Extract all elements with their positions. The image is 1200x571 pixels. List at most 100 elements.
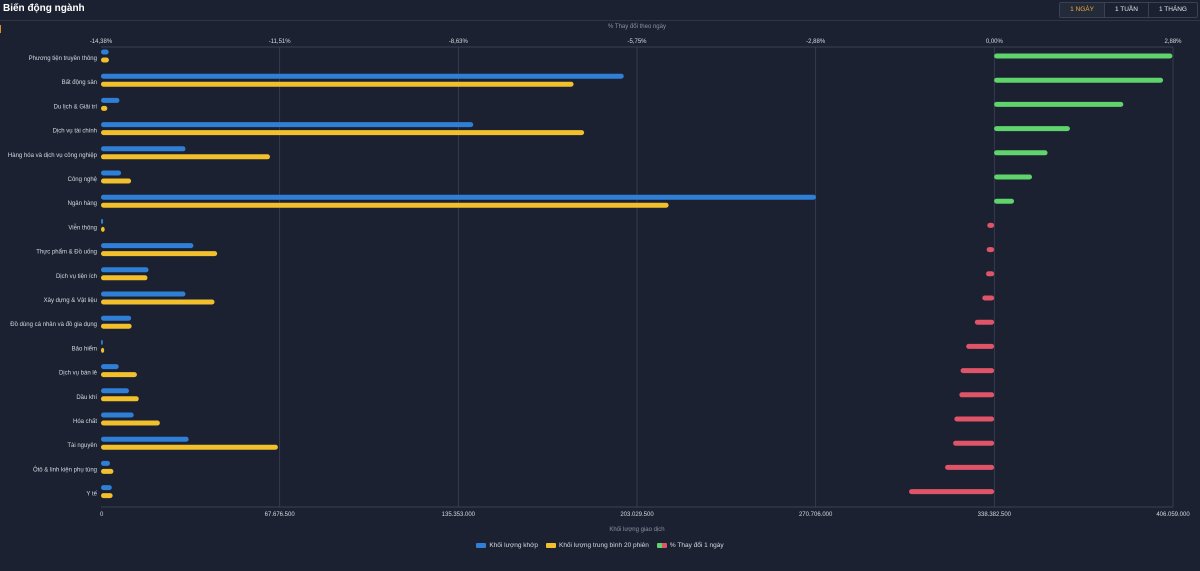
- bar-volume: [101, 49, 109, 55]
- tab-1-week[interactable]: 1 TUẦN: [1103, 3, 1148, 17]
- bar-avg20: [101, 275, 148, 281]
- chart-legend: Khối lượng khớp Khối lượng trung bình 20…: [0, 539, 1200, 551]
- bar-avg20: [101, 493, 113, 499]
- bar-change: [953, 440, 995, 446]
- bar-volume: [101, 436, 189, 442]
- legend-label-volume: Khối lượng khớp: [489, 541, 538, 549]
- top-tick-label: -14,38%: [90, 39, 113, 45]
- bottom-tick-label: 338.382.500: [978, 512, 1012, 518]
- bottom-tick-label: 67.676.500: [265, 512, 296, 518]
- bar-avg20: [101, 251, 218, 257]
- category-label: Hàng hóa và dịch vụ công nghiệp: [8, 153, 98, 159]
- bottom-tick-label: 0: [100, 512, 104, 518]
- bar-change: [974, 319, 995, 325]
- bar-change: [994, 198, 1015, 204]
- bar-change: [994, 174, 1033, 180]
- bar-avg20: [101, 444, 278, 450]
- category-label: Dịch vụ tài chính: [53, 129, 97, 135]
- category-label: Dầu khí: [76, 395, 97, 401]
- category-label: Tài nguyên: [67, 443, 97, 449]
- bar-volume: [101, 146, 186, 152]
- category-label: Bất động sản: [62, 80, 97, 86]
- bar-change: [954, 416, 995, 422]
- bar-avg20: [101, 226, 105, 232]
- bar-volume: [101, 315, 132, 321]
- tab-1-month[interactable]: 1 THÁNG: [1147, 3, 1197, 17]
- bar-volume: [101, 218, 104, 224]
- legend-swatch-volume: [476, 542, 487, 548]
- panel-header: Biến động ngành 1 NGÀY 1 TUẦN 1 THÁNG: [0, 0, 1200, 21]
- category-label: Công nghệ: [68, 177, 98, 183]
- bar-volume: [101, 291, 186, 297]
- bar-change: [994, 101, 1124, 107]
- category-label: Viễn thông: [68, 224, 97, 231]
- bar-avg20: [101, 299, 215, 305]
- bar-change: [909, 489, 995, 495]
- bar-volume: [101, 73, 624, 79]
- category-label: Dịch vụ tiện ích: [56, 274, 97, 280]
- legend-label-change: % Thay đổi 1 ngày: [669, 541, 724, 549]
- bottom-axis-label: Khối lượng giao dịch: [609, 527, 664, 533]
- top-tick-label: -11,51%: [269, 39, 292, 45]
- panel-title: Biến động ngành: [3, 3, 85, 14]
- bar-avg20: [101, 105, 108, 111]
- bar-avg20: [101, 154, 270, 160]
- top-tick-label: -8,63%: [449, 39, 469, 45]
- category-label: Y tế: [86, 492, 97, 498]
- bar-change: [945, 464, 995, 470]
- bar-avg20: [101, 347, 105, 353]
- legend-item-volume[interactable]: Khối lượng khớp: [476, 542, 538, 549]
- bar-change: [982, 295, 995, 301]
- bar-volume: [101, 97, 120, 103]
- bar-volume: [101, 460, 110, 466]
- top-tick-label: -5,75%: [627, 39, 647, 45]
- category-label: Ngân hàng: [68, 201, 97, 207]
- category-label: Xây dựng & Vật liệu: [44, 298, 97, 304]
- bottom-tick-label: 135.353.000: [442, 512, 476, 518]
- bar-avg20: [101, 130, 585, 136]
- category-label: Đồ dùng cá nhân và đồ gia dụng: [10, 322, 97, 328]
- category-label: Dịch vụ bán lẻ: [59, 371, 98, 377]
- legend-item-avg20[interactable]: Khối lượng trung bình 20 phiên: [545, 542, 649, 549]
- category-label: Phương tiện truyền thông: [29, 56, 97, 62]
- legend-swatch-change: [656, 542, 667, 548]
- tab-1-day[interactable]: 1 NGÀY: [1060, 3, 1104, 17]
- period-tabs: 1 NGÀY 1 TUẦN 1 THÁNG: [1059, 2, 1198, 18]
- accent-marker: [0, 25, 1, 33]
- bar-avg20: [101, 420, 160, 426]
- category-label: Hóa chất: [73, 419, 97, 425]
- legend-swatch-avg20: [545, 542, 556, 548]
- bar-change: [986, 271, 995, 277]
- top-tick-label: 0,00%: [986, 39, 1004, 45]
- bar-volume: [101, 364, 119, 370]
- bar-change: [966, 343, 995, 349]
- bar-change: [987, 222, 995, 228]
- bar-avg20: [101, 396, 139, 402]
- bar-volume: [101, 339, 103, 345]
- bar-volume: [101, 485, 112, 491]
- category-label: Ôtô & linh kiện phụ tùng: [33, 466, 97, 473]
- bar-change: [994, 53, 1173, 59]
- top-axis-label: % Thay đổi theo ngày: [608, 23, 666, 30]
- bottom-tick-label: 406.059.000: [1156, 512, 1190, 518]
- bar-avg20: [101, 323, 132, 329]
- category-label: Thực phẩm & Đồ uống: [36, 249, 97, 256]
- bar-volume: [101, 194, 816, 200]
- bottom-tick-label: 203.029.500: [620, 512, 654, 518]
- bottom-tick-label: 270.706.000: [799, 512, 833, 518]
- bar-avg20: [101, 372, 137, 378]
- legend-item-change[interactable]: % Thay đổi 1 ngày: [656, 541, 724, 549]
- bar-volume: [101, 388, 129, 394]
- bar-avg20: [101, 202, 669, 208]
- bar-volume: [101, 122, 474, 128]
- bar-avg20: [101, 57, 109, 63]
- bar-avg20: [101, 178, 132, 184]
- bar-change: [986, 247, 995, 253]
- category-label: Du lịch & Giải trí: [54, 104, 98, 110]
- bar-change: [994, 126, 1070, 132]
- bar-avg20: [101, 81, 574, 87]
- bar-volume: [101, 243, 194, 249]
- bar-change: [994, 150, 1048, 156]
- bar-volume: [101, 412, 134, 418]
